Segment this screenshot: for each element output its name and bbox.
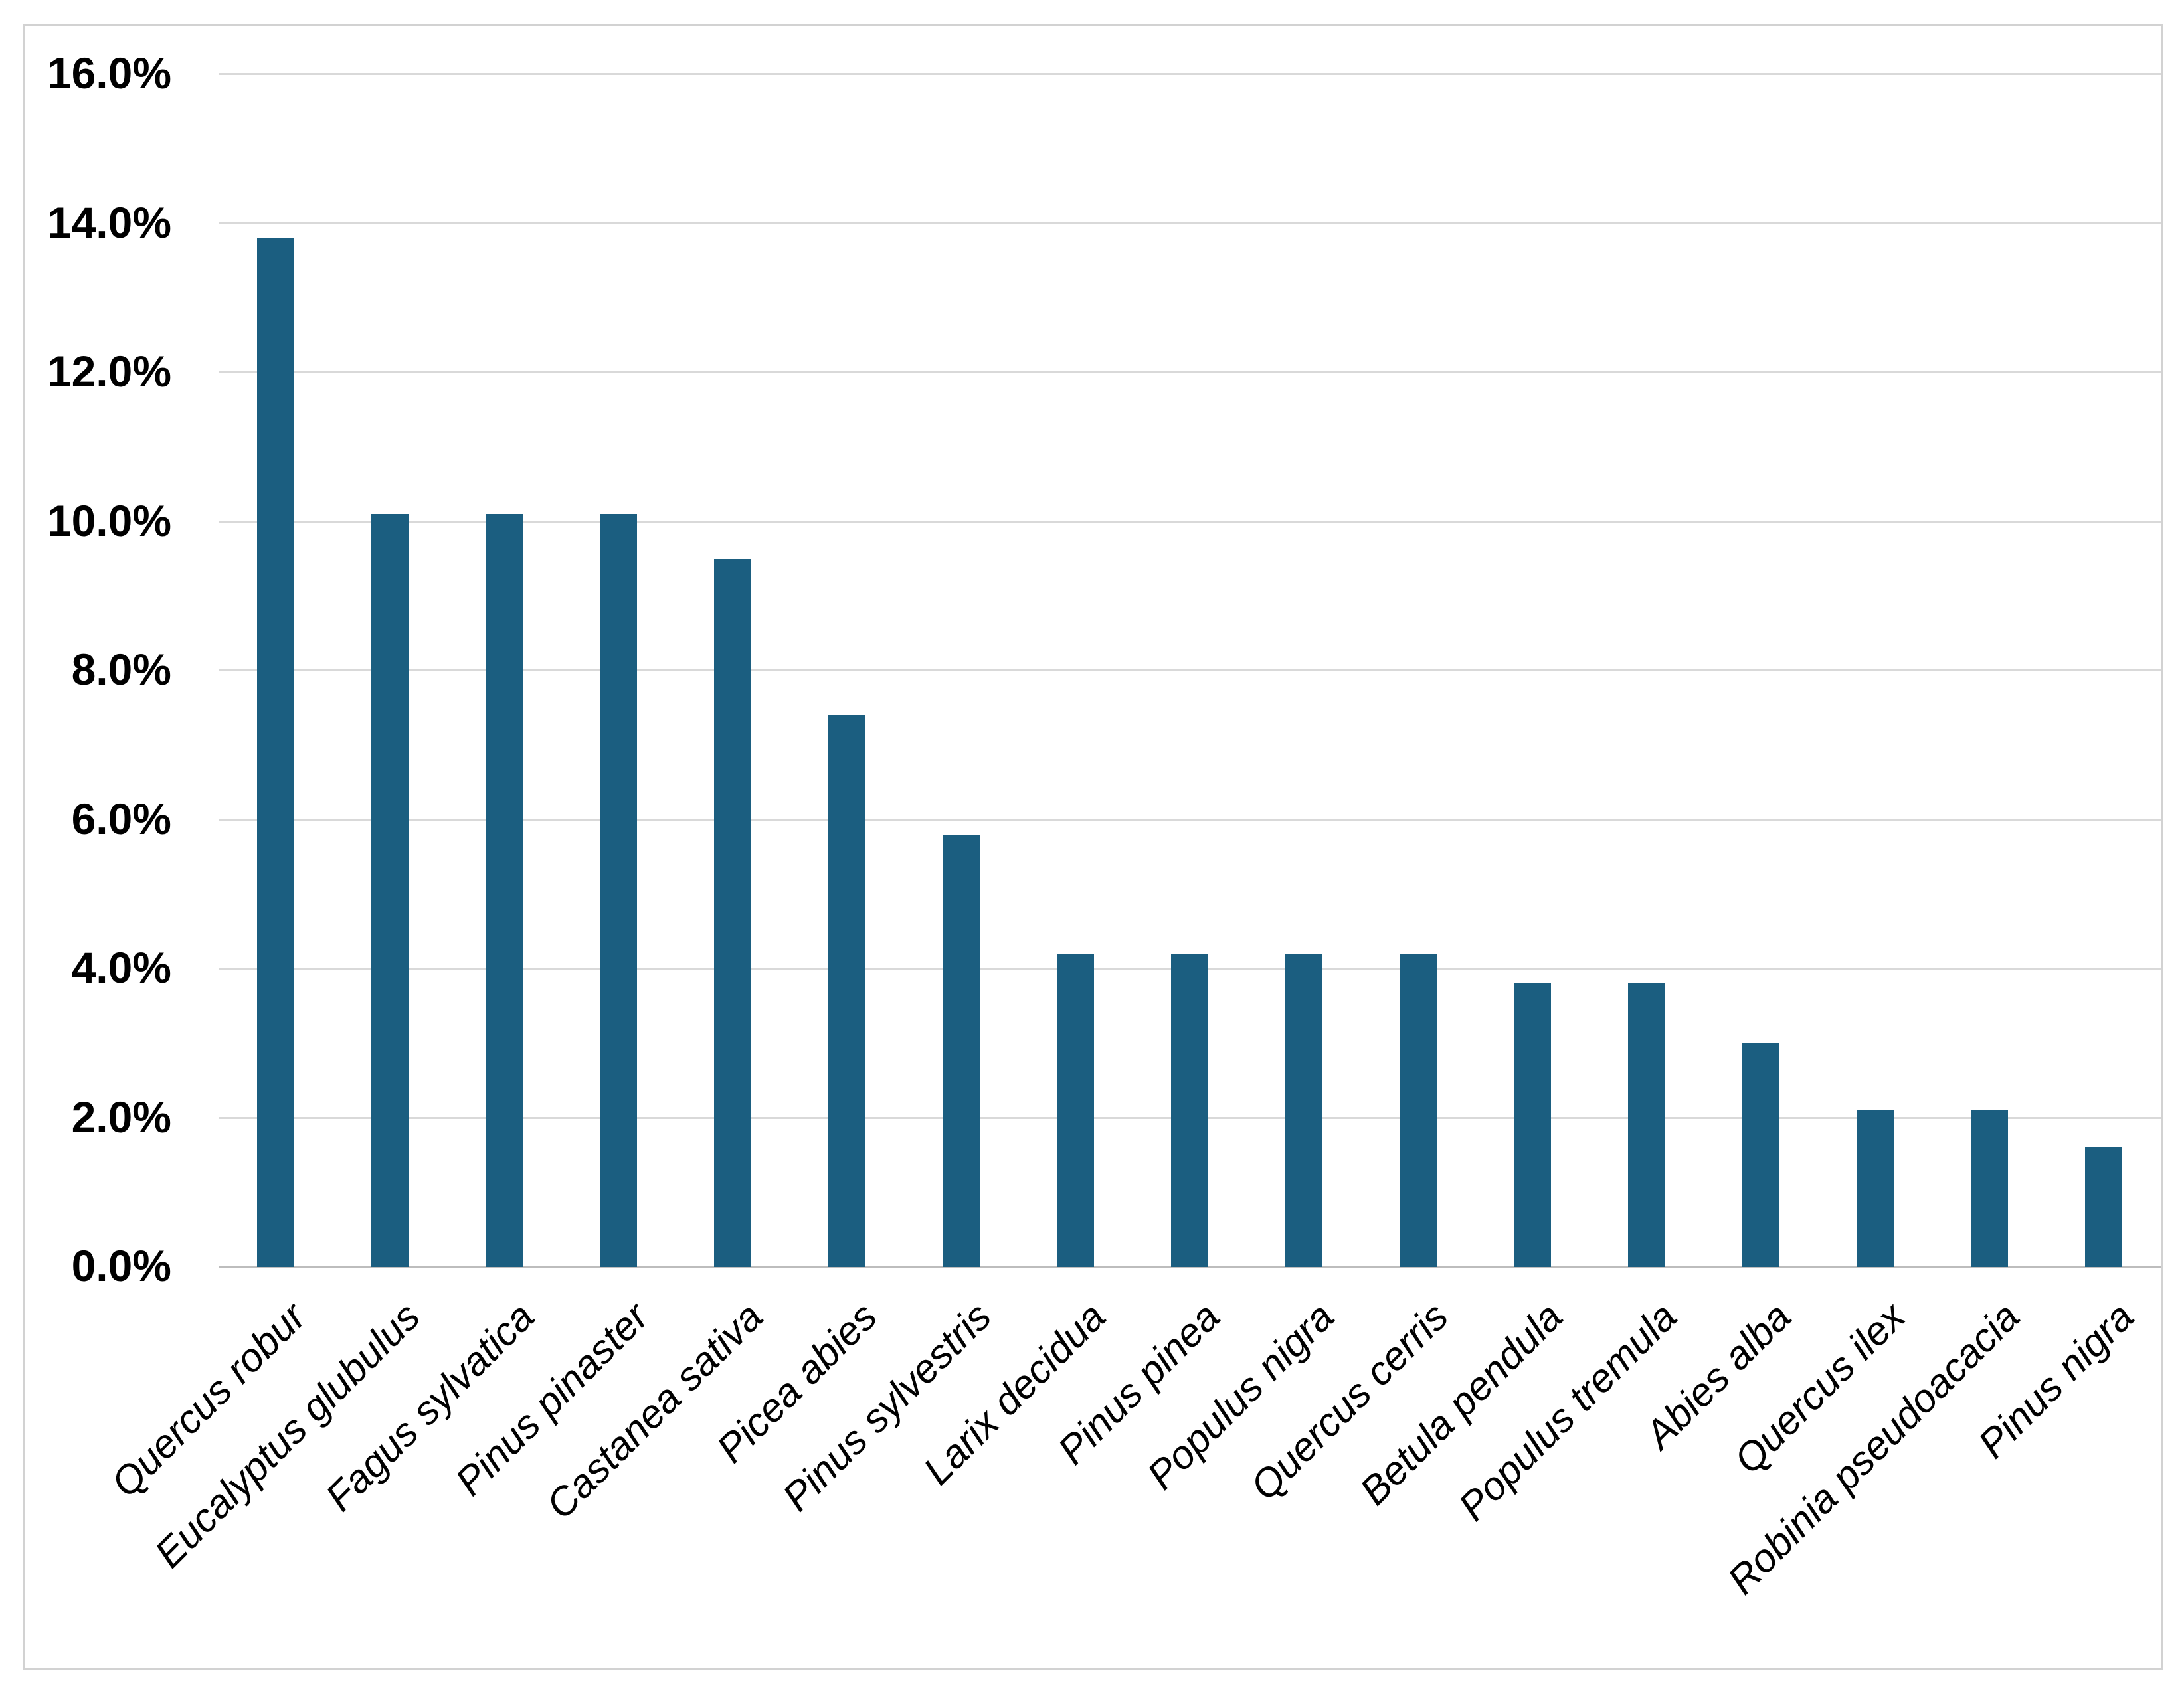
y-tick-label: 2.0%	[71, 1092, 171, 1142]
bar-16	[1971, 1110, 2008, 1267]
bar-12	[1514, 983, 1551, 1267]
bar-13	[1628, 983, 1665, 1267]
y-tick-label: 10.0%	[46, 496, 171, 545]
bar-15	[1857, 1110, 1894, 1267]
y-tick-label: 12.0%	[46, 347, 171, 396]
gridline	[219, 222, 2161, 224]
y-tick-label: 6.0%	[71, 794, 171, 843]
bar-10	[1285, 954, 1322, 1267]
y-tick-label: 16.0%	[46, 48, 171, 98]
x-axis-line	[219, 1266, 2161, 1268]
bar-3	[486, 514, 523, 1267]
gridline	[219, 669, 2161, 671]
y-tick-label: 8.0%	[71, 645, 171, 694]
bar-5	[714, 559, 751, 1267]
bar-6	[828, 715, 865, 1267]
gridline	[219, 819, 2161, 821]
gridline	[219, 371, 2161, 373]
bar-9	[1171, 954, 1208, 1267]
bar-17	[2085, 1147, 2122, 1267]
chart-frame: 0.0% 2.0% 4.0% 6.0% 8.0% 10.0% 12.0% 14.0% 16.0%…	[23, 24, 2163, 1670]
x-category-label: Quercus robur	[102, 1294, 314, 1506]
bar-2	[371, 514, 409, 1267]
bar-7	[943, 835, 980, 1267]
gridline	[219, 73, 2161, 75]
bar-8	[1057, 954, 1094, 1267]
y-tick-label: 4.0%	[71, 943, 171, 992]
gridline	[219, 521, 2161, 523]
bar-1	[257, 238, 294, 1267]
bar-14	[1742, 1043, 1779, 1267]
bar-11	[1400, 954, 1437, 1267]
y-tick-label: 14.0%	[46, 198, 171, 247]
bar-4	[600, 514, 637, 1267]
y-tick-label: 0.0%	[71, 1241, 171, 1290]
